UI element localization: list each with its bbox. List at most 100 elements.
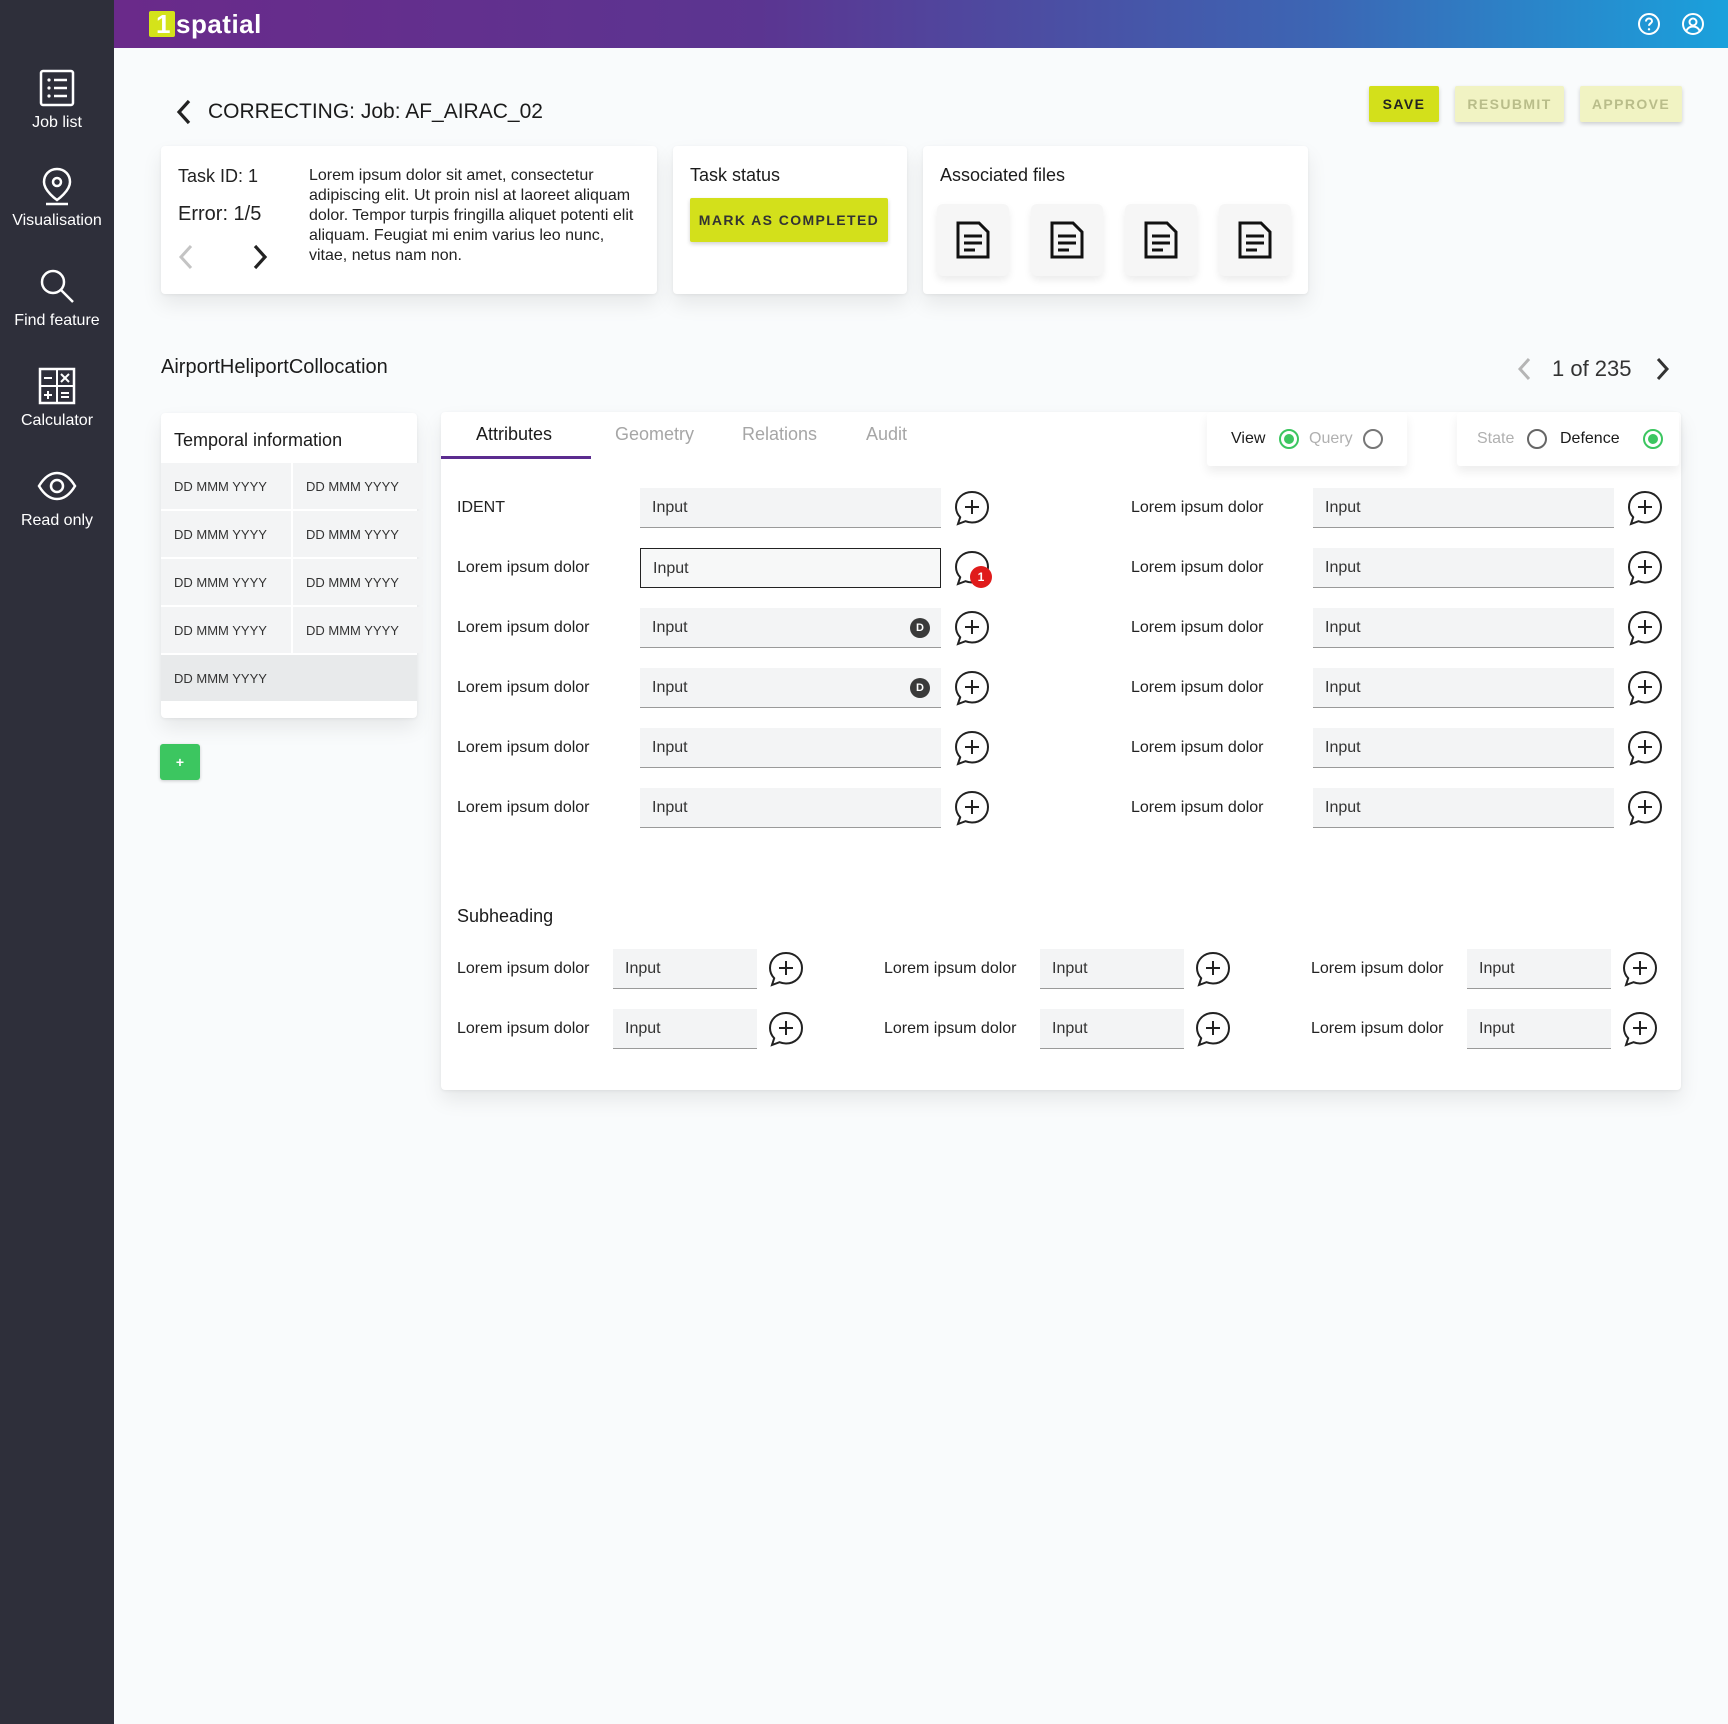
add-comment-icon[interactable]	[954, 730, 990, 766]
previous-error-icon[interactable]	[173, 238, 201, 276]
associated-files-heading: Associated files	[940, 165, 1066, 185]
attribute-input[interactable]: Input	[1313, 668, 1614, 708]
add-comment-icon[interactable]	[954, 490, 990, 526]
attribute-input[interactable]: Input	[1313, 788, 1614, 828]
attribute-input[interactable]: Input	[1313, 548, 1614, 588]
pager-count: 1 of 235	[1552, 356, 1632, 381]
sidebar-item-label: Job list	[32, 114, 82, 131]
field-label: Lorem ipsum dolor	[457, 960, 590, 977]
sidebar-item-label: Find feature	[14, 312, 100, 329]
comment-thread-icon[interactable]	[954, 550, 990, 586]
calculator-icon	[38, 367, 76, 405]
subsection-input[interactable]: Input	[613, 1009, 757, 1049]
account-icon[interactable]	[1681, 12, 1705, 36]
subsection-input[interactable]: Input	[1040, 949, 1184, 989]
temporal-date-cell[interactable]: DD MMM YYYY	[161, 559, 291, 605]
page-title: CORRECTING: Job: AF_AIRAC_02	[208, 100, 543, 123]
file-tile[interactable]	[1031, 204, 1103, 276]
approve-button[interactable]: APPROVE	[1580, 86, 1682, 122]
add-comment-icon[interactable]	[1195, 951, 1231, 987]
attribute-input[interactable]: Input	[640, 668, 941, 708]
field-label: Lorem ipsum dolor	[457, 799, 590, 816]
mark-as-completed-button[interactable]: MARK AS COMPLETED	[690, 198, 888, 242]
attribute-input[interactable]: Input	[640, 488, 941, 528]
subsection-input[interactable]: Input	[1467, 949, 1611, 989]
field-label: Lorem ipsum dolor	[884, 960, 1017, 977]
temporal-date-cell[interactable]: DD MMM YYYY	[293, 607, 423, 653]
attribute-input[interactable]: Input	[640, 728, 941, 768]
add-comment-icon[interactable]	[768, 1011, 804, 1047]
attribute-input[interactable]: Input	[1313, 728, 1614, 768]
logo-mark: 1	[149, 9, 175, 39]
document-icon	[1050, 221, 1084, 259]
attribute-input[interactable]: Input	[1313, 608, 1614, 648]
file-tile[interactable]	[937, 204, 1009, 276]
subsection-input[interactable]: Input	[1040, 1009, 1184, 1049]
temporal-date-cell[interactable]: DD MMM YYYY	[161, 607, 291, 653]
temporal-date-cell[interactable]: DD MMM YYYY	[293, 511, 423, 557]
search-icon	[40, 269, 74, 303]
defence-radio[interactable]	[1643, 429, 1663, 449]
query-radio[interactable]	[1363, 429, 1383, 449]
back-chevron-icon[interactable]	[172, 97, 196, 127]
state-radio[interactable]	[1527, 429, 1547, 449]
view-label: View	[1231, 430, 1266, 447]
sidebar-item-label: Read only	[20, 512, 94, 529]
add-comment-icon[interactable]	[1627, 670, 1663, 706]
field-label: Lorem ipsum dolor	[457, 1020, 590, 1037]
attribute-input[interactable]: Input	[1313, 488, 1614, 528]
sidebar-item-label: Visualisation	[12, 212, 102, 229]
sidebar-item-calculator[interactable]: Calculator	[0, 366, 114, 456]
sidebar-item-find-feature[interactable]: Find feature	[0, 266, 114, 356]
attribute-input[interactable]: Input	[640, 608, 941, 648]
temporal-date-cell[interactable]: DD MMM YYYY	[293, 559, 423, 605]
logo-text: spatial	[176, 8, 262, 39]
defence-label: Defence	[1560, 430, 1620, 447]
add-comment-icon[interactable]	[954, 790, 990, 826]
add-temporal-button[interactable]: +	[160, 744, 200, 780]
help-icon[interactable]	[1637, 12, 1661, 36]
default-value-badge: D	[910, 678, 930, 698]
subsection-input[interactable]: Input	[613, 949, 757, 989]
add-comment-icon[interactable]	[1627, 610, 1663, 646]
attribute-input[interactable]: Input	[640, 548, 941, 588]
file-tile[interactable]	[1125, 204, 1197, 276]
add-comment-icon[interactable]	[768, 951, 804, 987]
field-label: Lorem ipsum dolor	[1311, 960, 1444, 977]
file-tile[interactable]	[1219, 204, 1291, 276]
add-comment-icon[interactable]	[1622, 1011, 1658, 1047]
add-comment-icon[interactable]	[1195, 1011, 1231, 1047]
add-comment-icon[interactable]	[1627, 550, 1663, 586]
attribute-input[interactable]: Input	[640, 788, 941, 828]
add-comment-icon[interactable]	[1627, 730, 1663, 766]
next-error-icon[interactable]	[245, 238, 273, 276]
pager-next-icon[interactable]	[1650, 356, 1674, 382]
pager-previous-icon[interactable]	[1513, 356, 1537, 382]
temporal-date-cell[interactable]: DD MMM YYYY	[293, 463, 423, 509]
resubmit-button[interactable]: RESUBMIT	[1455, 86, 1564, 122]
query-label: Query	[1309, 430, 1353, 447]
field-label: Lorem ipsum dolor	[1311, 1020, 1444, 1037]
field-label: Lorem ipsum dolor	[1131, 679, 1264, 696]
tab-relations[interactable]: Relations	[742, 424, 818, 444]
temporal-date-cell[interactable]: DD MMM YYYY	[161, 463, 291, 509]
subsection-input[interactable]: Input	[1467, 1009, 1611, 1049]
view-radio[interactable]	[1279, 429, 1299, 449]
sidebar-item-job-list[interactable]: Job list	[0, 68, 114, 158]
add-comment-icon[interactable]	[1627, 790, 1663, 826]
temporal-date-cell[interactable]: DD MMM YYYY	[161, 511, 291, 557]
sidebar-item-read-only[interactable]: Read only	[0, 466, 114, 556]
tab-geometry[interactable]: Geometry	[615, 424, 695, 444]
tab-audit[interactable]: Audit	[866, 424, 908, 444]
add-comment-icon[interactable]	[954, 610, 990, 646]
save-button[interactable]: SAVE	[1369, 86, 1439, 122]
add-comment-icon[interactable]	[1627, 490, 1663, 526]
field-label: Lorem ipsum dolor	[457, 559, 590, 576]
add-comment-icon[interactable]	[954, 670, 990, 706]
tab-attributes[interactable]: Attributes	[476, 424, 553, 444]
field-label: Lorem ipsum dolor	[1131, 799, 1264, 816]
temporal-date-cell[interactable]: DD MMM YYYY	[161, 655, 417, 701]
logo: 1 spatial	[149, 8, 262, 39]
add-comment-icon[interactable]	[1622, 951, 1658, 987]
sidebar-item-visualisation[interactable]: Visualisation	[0, 166, 114, 256]
